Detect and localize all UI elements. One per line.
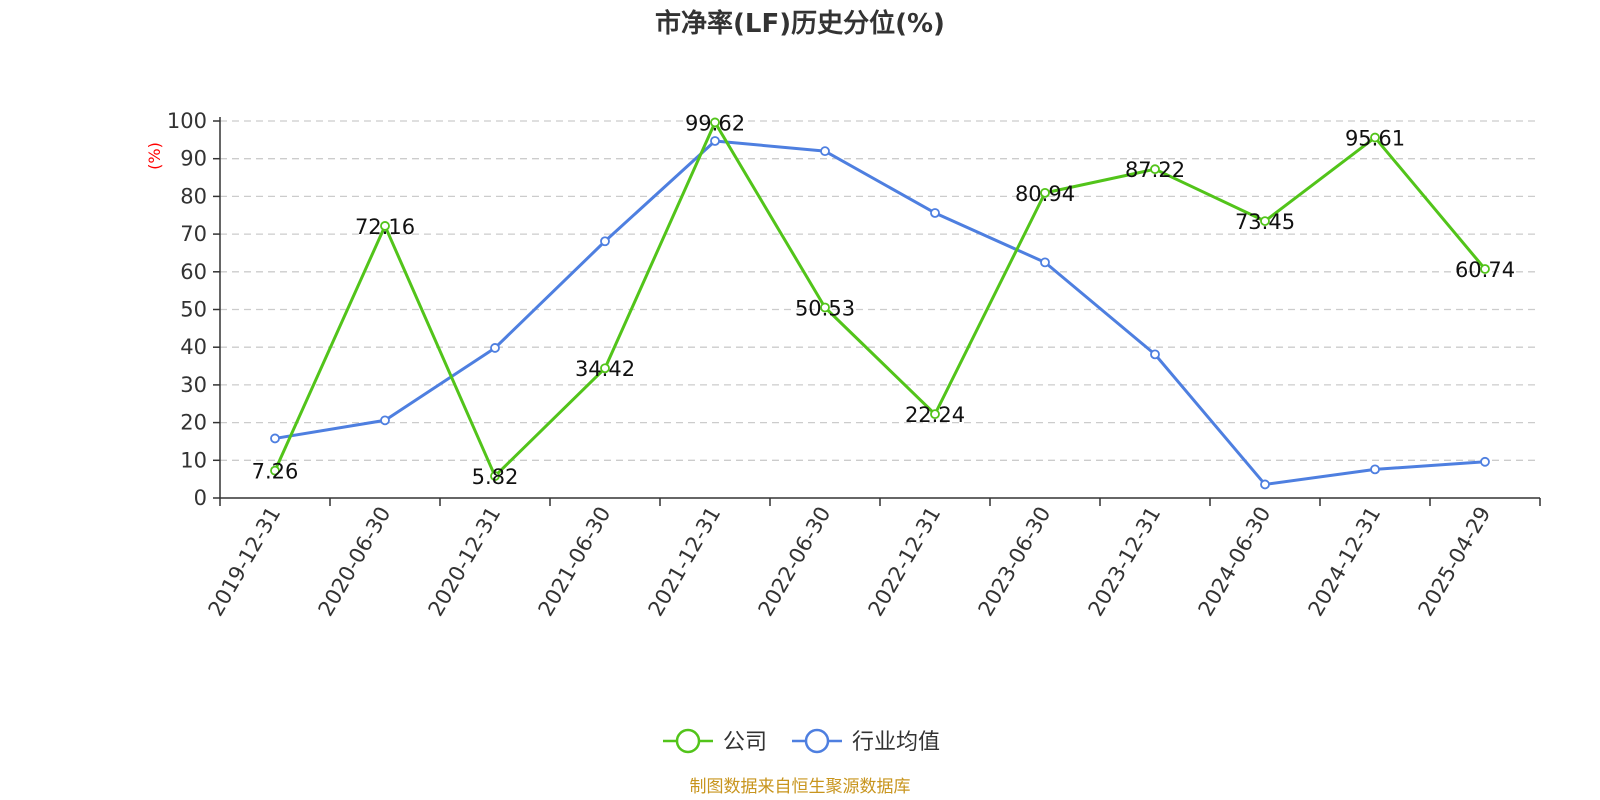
legend-swatch-marker [804,728,830,754]
x-tick-label: 2025-04-29 [1414,503,1496,621]
chart-title: 市净率(LF)历史分位(%) [655,8,945,39]
x-tick-label: 2021-06-30 [534,503,616,621]
series-1 [270,136,1490,490]
data-label: 50.53 [795,297,855,321]
data-labels-0: 7.26 72.16 5.82 34.42 99.62 50.53 22.24 80.94 87… [252,111,1515,489]
source-note: 制图数据来自恒生聚源数据库 [690,777,911,797]
y-tick-label: 30 [180,373,207,397]
data-point [1480,456,1490,467]
data-point [490,471,500,481]
y-tick-label: 0 [194,486,207,510]
data-point [1150,349,1160,360]
y-axis-label: (%) [145,142,164,170]
data-point [380,221,390,231]
data-point [270,433,280,444]
y-tick-label: 60 [180,260,207,284]
data-point [930,409,940,420]
data-point [1370,132,1380,143]
data-point [600,363,610,374]
data-point [380,415,390,426]
x-tick-label: 2022-06-30 [754,503,836,621]
data-label: 7.26 [252,460,299,484]
data-point [1370,464,1380,475]
legend-label: 公司 [723,730,767,755]
y-tick-label: 90 [180,147,207,171]
data-point [1040,257,1050,268]
legend[interactable]: 公司 行业均值 [663,728,940,755]
x-tick-label: 2020-12-31 [424,503,506,621]
x-tick-label: 2021-12-31 [644,503,726,621]
gridlines [220,120,1540,461]
data-point [600,236,610,247]
data-label: 34.42 [575,357,635,381]
series-0 [270,117,1490,481]
series-group: 7.26 72.16 5.82 34.42 99.62 50.53 22.24 80.94 87… [252,111,1515,490]
x-tick-label: 2023-06-30 [974,503,1056,621]
x-tick-label: 2019-12-31 [204,503,286,621]
data-point [1480,264,1490,274]
x-tick-label: 2024-12-31 [1304,503,1386,621]
series-line [274,139,1486,486]
data-point [1150,164,1160,175]
y-tick-label: 100 [167,109,207,133]
y-tick-label: 50 [180,298,207,322]
data-point [270,465,280,476]
data-point [1040,187,1050,198]
y-tick-label: 10 [180,448,207,472]
data-label: 73.45 [1235,210,1295,234]
legend-item-0[interactable]: 公司 [663,728,767,755]
series-line [273,120,1487,478]
x-tick-label: 2024-06-30 [1194,503,1276,621]
data-label: 72.16 [355,215,415,239]
data-point [820,302,830,313]
y-tick-label: 70 [180,222,207,246]
data-label: 22.24 [905,403,965,427]
data-point [1260,479,1270,490]
y-tick-label: 40 [180,335,207,359]
legend-swatch-marker [675,728,701,754]
data-point [710,117,720,128]
data-point [710,136,720,146]
legend-item-1[interactable]: 行业均值 [792,728,940,755]
y-tick-label: 80 [180,184,207,208]
data-point [820,146,830,157]
data-point [1260,216,1270,226]
x-tick-label: 2020-06-30 [314,503,396,621]
data-label: 95.61 [1345,127,1405,151]
x-tick-label: 2023-12-31 [1084,503,1166,621]
legend-label: 行业均值 [852,730,940,755]
data-label: 99.62 [685,111,745,135]
axes: 0 10 20 30 40 50 60 70 80 90 100 2019-12-31 2020-06-… [167,109,1541,621]
y-tick-label: 20 [180,411,207,435]
x-tick-label: 2022-12-31 [864,503,946,621]
data-label: 80.94 [1015,182,1075,206]
data-label: 60.74 [1455,258,1515,282]
data-point [490,343,500,353]
data-label: 5.82 [472,465,519,489]
data-label: 87.22 [1125,158,1185,182]
data-point [930,208,940,218]
